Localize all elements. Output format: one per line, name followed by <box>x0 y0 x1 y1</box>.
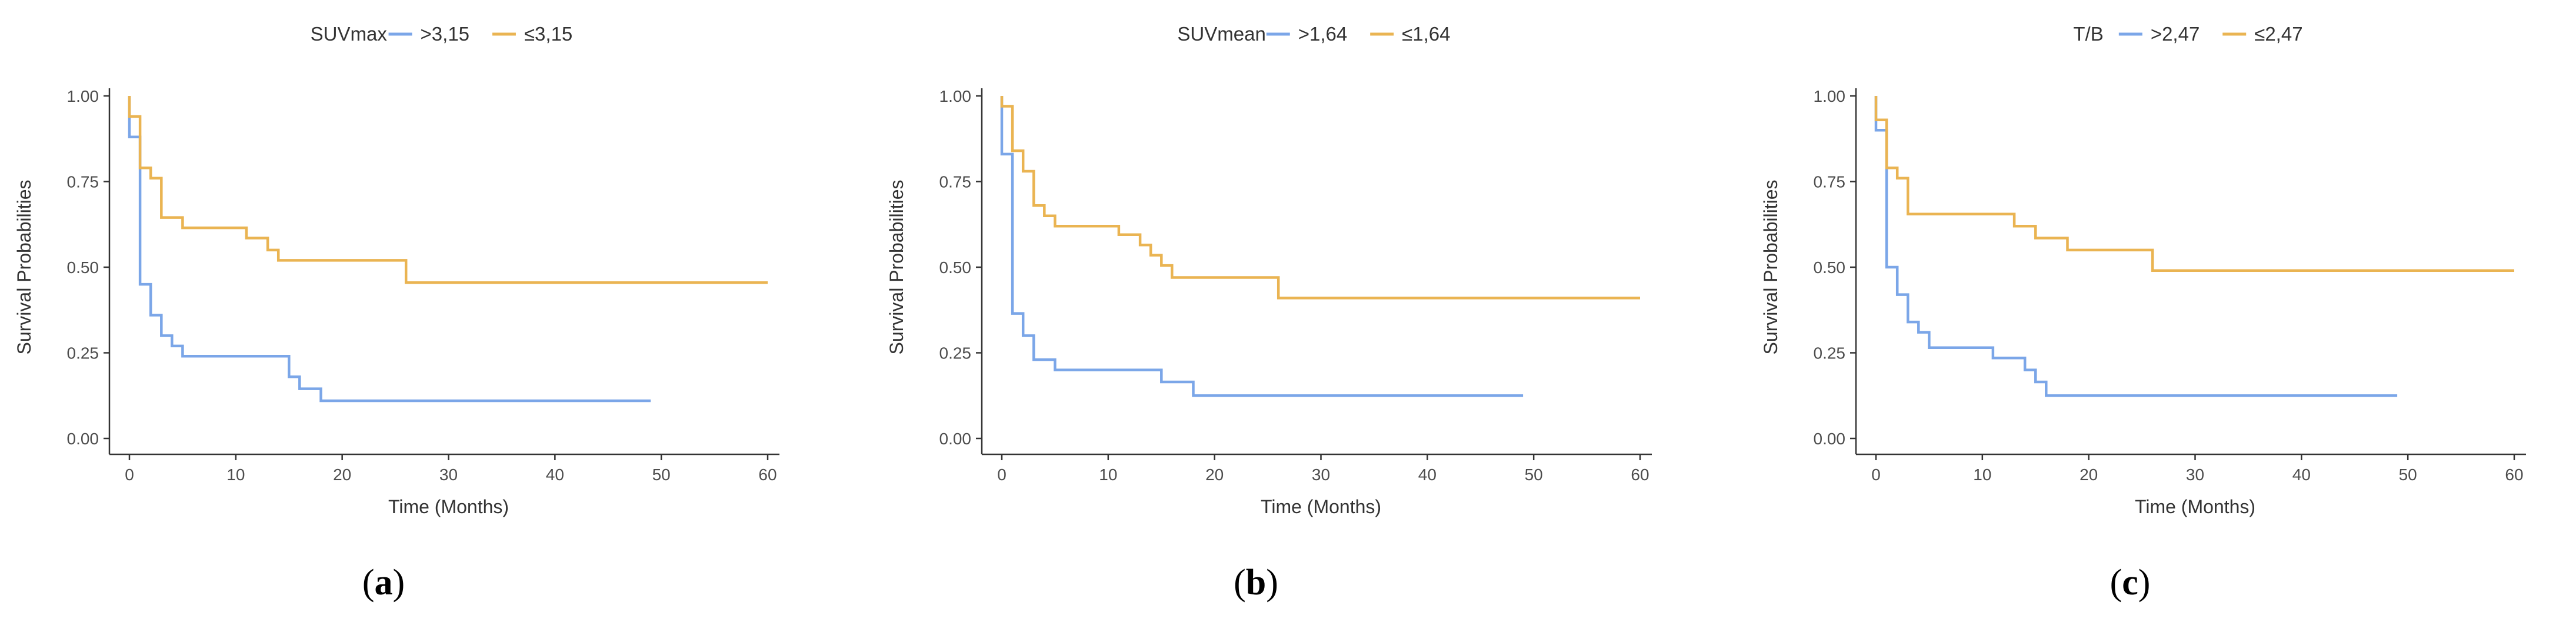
subfigure-label: (c) <box>2110 563 2151 603</box>
x-tick-label: 0 <box>125 466 134 484</box>
x-tick-label: 30 <box>1312 466 1330 484</box>
x-tick-label: 50 <box>652 466 671 484</box>
x-tick-label: 20 <box>1205 466 1224 484</box>
km-curve-low <box>128 96 768 284</box>
legend-label: >1,64 <box>1298 23 1348 45</box>
x-tick-label: 40 <box>546 466 564 484</box>
y-tick-label: 1.00 <box>939 87 972 105</box>
x-tick-label: 60 <box>758 466 777 484</box>
y-axis-label: Survival Probabilities <box>14 179 35 354</box>
x-tick-label: 60 <box>2505 466 2523 484</box>
panel-a: 0.00 0.25 0.50 0.75 1.00 0 10 20 30 40 50 60 Time (M… <box>14 23 779 603</box>
subfigure-paren-close: ) <box>393 563 405 603</box>
x-tick-label: 0 <box>997 466 1007 484</box>
x-tick-label: 10 <box>1973 466 1991 484</box>
legend-label: ≤3,15 <box>524 23 572 45</box>
y-tick-label: 0.75 <box>67 173 99 191</box>
x-tick-label: 50 <box>1525 466 1543 484</box>
legend: SUVmax >3,15 ≤3,15 <box>311 23 573 45</box>
y-tick-label: 0.00 <box>1814 430 1846 448</box>
subfigure-paren-open: ( <box>362 563 375 603</box>
subfigure-paren-close: ) <box>1266 563 1278 603</box>
subfigure-paren-close: ) <box>2138 563 2151 603</box>
legend-label: >2,47 <box>2151 23 2200 45</box>
panel-b: 0.00 0.25 0.50 0.75 1.00 0 10 20 30 40 50 60 Time (M… <box>886 23 1652 603</box>
km-curve-high <box>1000 96 1524 397</box>
km-curve-high <box>128 96 651 403</box>
subfigure-label: (a) <box>362 563 405 603</box>
x-tick-label: 10 <box>226 466 245 484</box>
subfigure-paren-open: ( <box>2110 563 2122 603</box>
y-tick-label: 0.00 <box>939 430 972 448</box>
x-tick-label: 0 <box>1871 466 1881 484</box>
x-tick-label: 10 <box>1099 466 1117 484</box>
x-axis-label: Time (Months) <box>2135 496 2255 517</box>
x-axis-label: Time (Months) <box>1261 496 1381 517</box>
y-tick-label: 0.75 <box>939 173 972 191</box>
km-curve-high <box>1874 96 2398 397</box>
y-tick-label: 0.25 <box>1814 344 1846 363</box>
legend-title: T/B <box>2073 23 2103 45</box>
legend-title: SUVmean <box>1177 23 1265 45</box>
x-tick-label: 20 <box>2080 466 2098 484</box>
y-tick-label: 0.50 <box>939 258 972 277</box>
x-tick-label: 60 <box>1631 466 1649 484</box>
y-tick-label: 0.50 <box>1814 258 1846 277</box>
y-axis-label: Survival Probabilities <box>1760 179 1781 354</box>
legend-label: ≤2,47 <box>2254 23 2302 45</box>
panel-c: 0.00 0.25 0.50 0.75 1.00 0 10 20 30 40 50 60 Time (M… <box>1760 23 2526 603</box>
y-tick-label: 0.50 <box>67 258 99 277</box>
legend-title: SUVmax <box>311 23 388 45</box>
km-curve-low <box>1000 96 1640 300</box>
x-axis-label: Time (Months) <box>388 496 509 517</box>
x-tick-label: 20 <box>333 466 351 484</box>
y-tick-label: 0.25 <box>67 344 99 363</box>
subfigure-letter: c <box>2122 563 2138 603</box>
legend: SUVmean >1,64 ≤1,64 <box>1177 23 1450 45</box>
y-tick-label: 1.00 <box>1814 87 1846 105</box>
km-curve-low <box>1874 96 2514 272</box>
y-tick-label: 0.00 <box>67 430 99 448</box>
legend: T/B >2,47 ≤2,47 <box>2073 23 2302 45</box>
y-tick-label: 1.00 <box>67 87 99 105</box>
legend-label: ≤1,64 <box>1402 23 1450 45</box>
x-tick-label: 30 <box>439 466 458 484</box>
y-axis-label: Survival Probabilities <box>886 179 907 354</box>
x-tick-label: 30 <box>2186 466 2204 484</box>
subfigure-label: (b) <box>1234 563 1278 603</box>
x-tick-label: 40 <box>2292 466 2311 484</box>
y-tick-label: 0.75 <box>1814 173 1846 191</box>
subfigure-letter: b <box>1246 563 1266 603</box>
y-tick-label: 0.25 <box>939 344 972 363</box>
x-tick-label: 40 <box>1418 466 1437 484</box>
x-tick-label: 50 <box>2399 466 2417 484</box>
subfigure-letter: a <box>375 563 393 603</box>
legend-label: >3,15 <box>421 23 470 45</box>
subfigure-paren-open: ( <box>1234 563 1246 603</box>
